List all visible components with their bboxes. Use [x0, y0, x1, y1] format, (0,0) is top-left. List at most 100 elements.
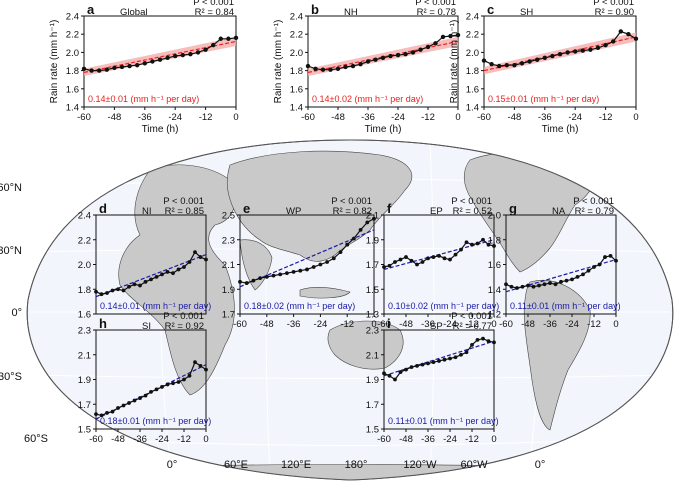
y-tick-label: 1.9 [366, 235, 379, 246]
data-point-e-14 [331, 256, 336, 261]
panel-letter: e [243, 201, 250, 216]
land-greenland [584, 147, 626, 171]
x-tick-label: -60 [301, 112, 315, 123]
data-point-f-15 [464, 240, 469, 245]
data-point-e-12 [318, 262, 323, 267]
region-name: NH [344, 7, 358, 18]
data-point-b-7 [358, 62, 363, 67]
data-point-f-19 [486, 242, 491, 247]
data-point-d-1 [99, 292, 104, 297]
data-point-d-16 [182, 265, 186, 269]
data-point-d-18 [193, 250, 197, 255]
data-point-h-19 [198, 363, 203, 368]
x-tick-label: 0 [613, 319, 618, 330]
r-squared: R² = 0.85 [165, 206, 204, 217]
y-tick-label: 2.4 [290, 12, 303, 23]
data-point-a-11 [165, 55, 170, 61]
data-point-a-15 [195, 50, 201, 55]
trend-annotation: 0.14±0.01 (mm h⁻¹ per day) [100, 301, 211, 311]
x-tick-label: -24 [155, 434, 169, 445]
data-point-b-19 [448, 33, 453, 39]
y-tick-label: 2.2 [290, 30, 303, 41]
data-point-b-2 [320, 67, 326, 72]
data-point-d-13 [165, 270, 170, 274]
data-point-a-17 [211, 42, 216, 48]
data-point-h-14 [171, 381, 175, 386]
x-tick-label: -60 [77, 112, 91, 123]
x-tick-label: 0 [203, 434, 208, 445]
panel-letter: i [387, 316, 391, 331]
data-point-b-16 [425, 44, 431, 50]
trend-annotation: 0.15±0.01 (mm h⁻¹ per day) [488, 94, 599, 104]
data-point-b-15 [418, 47, 423, 52]
x-tick-label: -12 [465, 319, 479, 330]
x-tick-label: 0 [491, 319, 496, 330]
y-tick-label: 1.8 [78, 285, 91, 296]
x-tick-label: 0 [371, 319, 376, 330]
x-axis-label: Time (h) [542, 124, 579, 135]
data-point-h-7 [132, 398, 137, 403]
data-point-i-11 [442, 357, 447, 362]
data-point-f-20 [492, 244, 496, 248]
y-tick-label: 1.6 [488, 260, 501, 271]
x-tick-label: -60 [477, 112, 491, 123]
data-point-f-3 [398, 257, 403, 262]
data-point-g-6 [537, 283, 541, 288]
trend-line-i [383, 340, 495, 377]
panel-letter: c [487, 2, 494, 17]
x-tick-label: -24 [568, 112, 582, 123]
data-point-e-18 [358, 227, 363, 232]
y-tick-label: 2.5 [222, 211, 235, 222]
data-point-i-8 [426, 361, 430, 366]
y-tick-label: 1.5 [366, 425, 379, 436]
data-point-g-15 [586, 268, 591, 273]
data-point-g-11 [564, 278, 569, 283]
x-tick-label: -60 [499, 319, 513, 330]
data-point-g-10 [559, 279, 563, 284]
data-point-e-7 [285, 271, 289, 276]
data-point-c-8 [542, 55, 547, 61]
data-point-g-0 [504, 282, 508, 287]
data-point-g-3 [520, 284, 525, 289]
data-point-a-20 [233, 35, 239, 41]
data-point-i-2 [393, 377, 397, 382]
data-point-c-5 [519, 61, 525, 66]
data-point-i-0 [382, 371, 386, 376]
data-point-i-9 [431, 360, 436, 365]
data-point-b-11 [388, 53, 393, 59]
lon-label-180: 180° [345, 459, 368, 471]
data-point-b-5 [343, 64, 348, 70]
data-point-a-18 [218, 36, 223, 41]
y-tick-label: 1.8 [488, 235, 501, 246]
y-axis-label: Rain rate (mm h⁻¹) [449, 20, 460, 104]
data-point-c-15 [595, 45, 601, 51]
y-tick-label: 1.8 [290, 66, 303, 77]
r-squared: R² = 0.79 [575, 206, 614, 217]
data-point-e-13 [325, 260, 329, 264]
data-point-c-0 [481, 58, 487, 63]
data-point-i-5 [409, 365, 414, 370]
trend-annotation: 0.11±0.01 (mm h⁻¹ per day) [388, 416, 499, 426]
data-point-h-17 [187, 373, 192, 378]
data-point-f-14 [459, 247, 463, 252]
data-point-d-15 [176, 267, 181, 272]
data-point-i-7 [420, 362, 425, 367]
data-point-d-9 [143, 279, 148, 284]
data-point-f-11 [442, 256, 447, 261]
data-point-e-3 [258, 276, 262, 281]
p-value: P < 0.001 [451, 311, 492, 322]
data-point-h-9 [143, 393, 148, 398]
lat-label-30n: 30°N [0, 245, 22, 257]
data-point-d-11 [154, 274, 159, 279]
data-point-g-17 [597, 262, 602, 267]
data-point-f-0 [382, 265, 386, 269]
x-tick-label: -24 [565, 319, 579, 330]
data-point-d-10 [149, 277, 153, 282]
data-point-d-2 [105, 291, 109, 295]
y-tick-label: 1.8 [466, 66, 479, 77]
y-tick-label: 2.4 [78, 211, 91, 222]
x-tick-label: -36 [421, 319, 435, 330]
data-point-f-8 [426, 256, 430, 261]
data-point-b-8 [365, 59, 371, 64]
data-point-h-3 [110, 409, 115, 414]
